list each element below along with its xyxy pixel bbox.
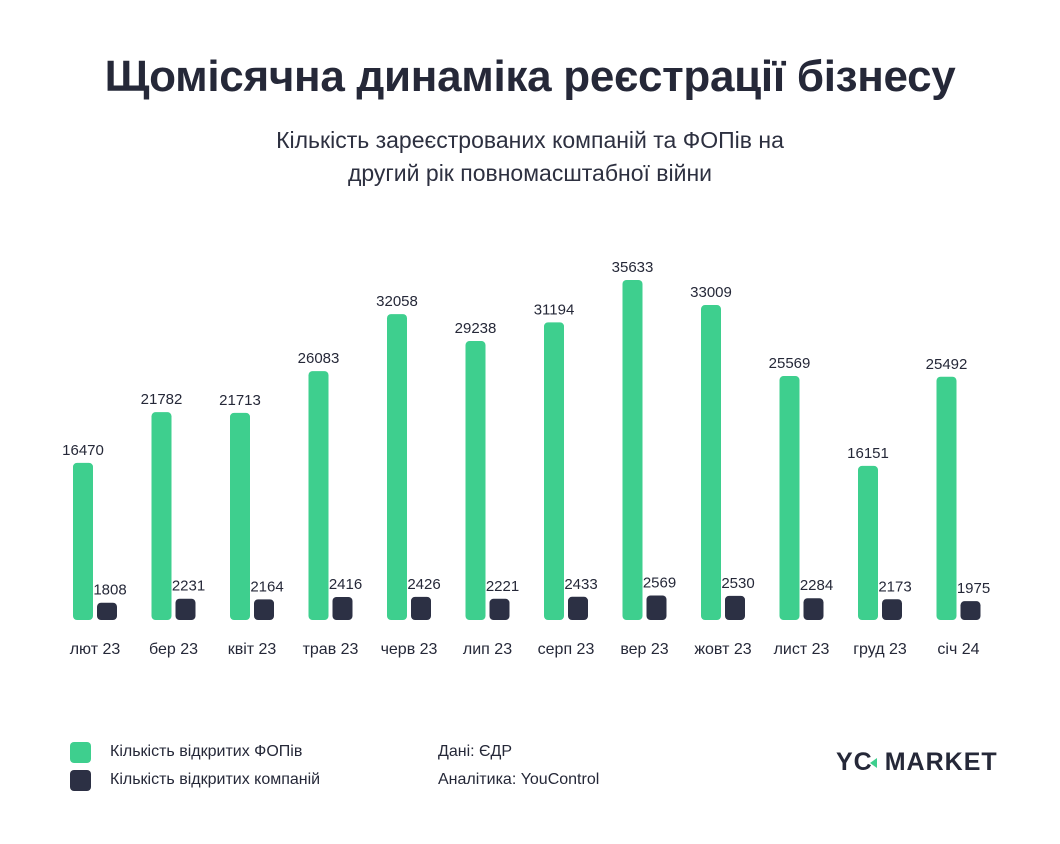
bar-companies <box>882 599 902 620</box>
bar-fop <box>387 314 407 620</box>
category-group: 35633 2569 вер 23 <box>612 259 677 658</box>
bar-chart: 16470 1808 лют 23 21782 2231 бер 23 21713 2164 к… <box>62 259 991 658</box>
legend-item-fop: Кількість відкритих ФОПів <box>70 738 320 766</box>
yc-market-logo: YC MARKET <box>836 748 998 777</box>
bar-companies <box>332 596 353 620</box>
bar-companies <box>803 598 824 620</box>
bar-companies <box>175 598 196 620</box>
category-group: 16151 2173 груд 23 <box>847 445 912 658</box>
data-label-companies: 2221 <box>486 578 519 595</box>
bar-companies <box>960 601 981 620</box>
legend: Кількість відкритих ФОПів Кількість відк… <box>70 738 320 794</box>
bar-fop <box>701 305 721 620</box>
data-label-fop: 35633 <box>612 259 654 276</box>
category-group: 26083 2416 трав 23 <box>298 350 363 658</box>
bar-fop <box>622 280 643 620</box>
category-group: 21713 2164 квіт 23 <box>219 392 284 658</box>
x-tick-label: лист 23 <box>774 641 830 658</box>
data-label-companies: 2173 <box>878 578 911 595</box>
data-label-companies: 2164 <box>250 578 283 595</box>
data-label-companies: 2284 <box>800 577 833 594</box>
bar-fop <box>936 376 957 620</box>
x-tick-label: лип 23 <box>463 641 512 658</box>
data-label-fop: 16151 <box>847 445 889 462</box>
legend-label-fop: Кількість відкритих ФОПів <box>110 743 303 760</box>
category-group: 25569 2284 лист 23 <box>769 355 834 658</box>
source-info: Дані: ЄДР Аналітика: YouControl <box>438 738 599 794</box>
subtitle-line-1: Кількість зареєстрованих компаній та ФОП… <box>276 127 784 153</box>
data-label-fop: 25492 <box>926 356 968 373</box>
data-label-companies: 2569 <box>643 574 676 591</box>
bar-fop <box>308 371 329 620</box>
legend-swatch-companies <box>70 769 91 791</box>
category-group: 16470 1808 лют 23 <box>62 442 127 658</box>
legend-label-companies: Кількість відкритих компаній <box>110 771 321 788</box>
category-group: 32058 2426 черв 23 <box>376 293 441 658</box>
category-group: 33009 2530 жовт 23 <box>690 284 755 658</box>
x-tick-label: серп 23 <box>538 641 595 658</box>
bar-companies <box>725 595 745 620</box>
bar-fop <box>465 341 486 620</box>
data-label-fop: 21782 <box>141 391 183 408</box>
data-source: Дані: ЄДР <box>438 743 513 760</box>
bar-companies <box>489 598 510 620</box>
x-tick-label: квіт 23 <box>228 641 277 658</box>
logo-arrow-icon <box>869 757 877 768</box>
bar-companies <box>254 599 274 620</box>
data-label-fop: 33009 <box>690 284 732 301</box>
data-label-fop: 29238 <box>455 320 497 337</box>
data-label-companies: 1975 <box>957 580 990 597</box>
data-label-fop: 21713 <box>219 392 261 409</box>
x-tick-label: черв 23 <box>381 641 438 658</box>
data-label-fop: 32058 <box>376 293 418 310</box>
x-tick-label: груд 23 <box>853 641 907 658</box>
legend-swatch-fop <box>70 741 91 763</box>
logo-text-yc: YC <box>836 748 873 776</box>
data-label-companies: 1808 <box>93 582 126 599</box>
bar-companies <box>411 596 431 620</box>
x-tick-label: трав 23 <box>303 641 359 658</box>
subtitle-line-2: другий рік повномасштабної війни <box>347 160 713 186</box>
x-tick-label: жовт 23 <box>694 641 751 658</box>
bar-companies <box>97 602 117 620</box>
x-tick-label: вер 23 <box>620 641 668 658</box>
data-label-companies: 2426 <box>407 576 440 593</box>
legend-item-companies: Кількість відкритих компаній <box>70 766 320 794</box>
data-label-companies: 2433 <box>564 576 597 593</box>
data-label-companies: 2530 <box>721 575 754 592</box>
x-tick-label: січ 24 <box>937 641 979 658</box>
data-label-fop: 26083 <box>298 350 340 367</box>
analytics-source: Аналітика: YouControl <box>438 771 600 788</box>
bar-fop <box>73 462 93 620</box>
category-group: 25492 1975 січ 24 <box>926 356 991 658</box>
bar-fop <box>544 322 564 620</box>
data-label-companies: 2416 <box>329 576 362 593</box>
x-tick-label: лют 23 <box>70 641 121 658</box>
bar-fop <box>779 376 800 620</box>
chart-title: Щомісячна динаміка реєстрації бізнесу <box>104 52 956 101</box>
chart-subtitle: Кількість зареєстрованих компаній та ФОП… <box>0 124 1060 190</box>
bar-fop <box>858 465 878 620</box>
bar-companies <box>646 595 667 620</box>
category-group: 29238 2221 лип 23 <box>455 320 520 658</box>
bar-fop <box>230 412 250 620</box>
bar-companies <box>568 596 588 620</box>
data-label-fop: 31194 <box>534 301 575 318</box>
x-tick-label: бер 23 <box>149 641 198 658</box>
category-group: 31194 2433 серп 23 <box>534 301 598 658</box>
logo-text-market: MARKET <box>884 748 998 776</box>
bar-fop <box>151 412 172 620</box>
data-label-fop: 16470 <box>62 442 104 459</box>
data-label-companies: 2231 <box>172 578 205 595</box>
category-group: 21782 2231 бер 23 <box>141 391 206 658</box>
data-label-fop: 25569 <box>769 355 811 372</box>
